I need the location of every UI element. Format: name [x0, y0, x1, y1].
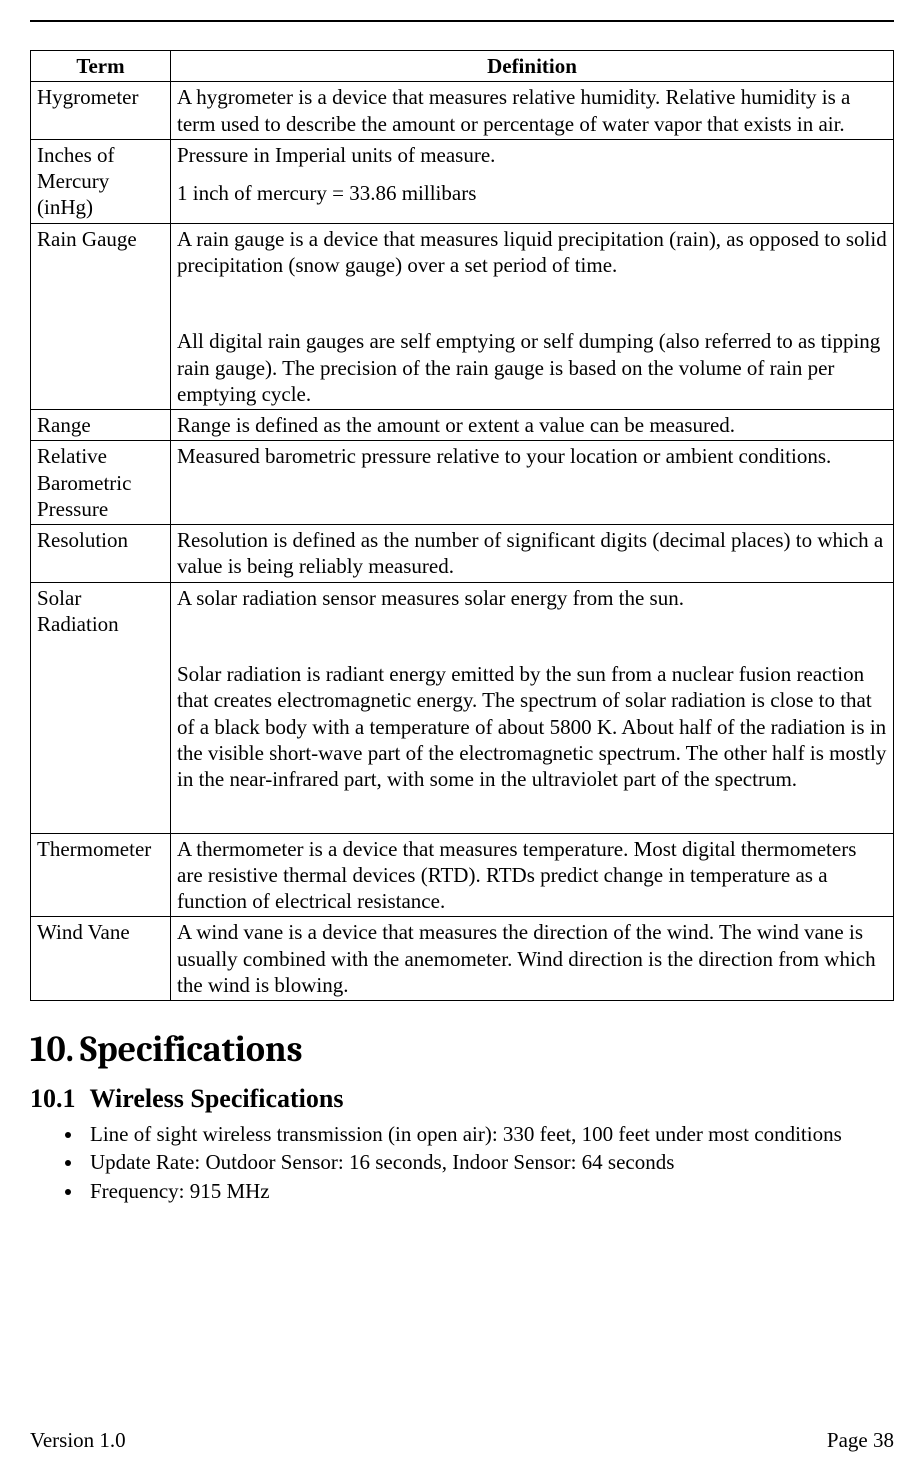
definition-paragraph	[177, 623, 887, 649]
term-cell: Resolution	[31, 525, 171, 583]
definition-cell: A thermometer is a device that measures …	[171, 833, 894, 917]
footer-version: Version 1.0	[30, 1428, 126, 1453]
definition-cell: A solar radiation sensor measures solar …	[171, 582, 894, 833]
spec-bullet-list: Line of sight wireless transmission (in …	[30, 1120, 894, 1205]
term-cell: Hygrometer	[31, 82, 171, 140]
definition-cell: A wind vane is a device that measures th…	[171, 917, 894, 1001]
table-row: ThermometerA thermometer is a device tha…	[31, 833, 894, 917]
table-header-row: Term Definition	[31, 51, 894, 82]
table-row: HygrometerA hygrometer is a device that …	[31, 82, 894, 140]
top-rule	[30, 20, 894, 22]
definition-paragraph: Range is defined as the amount or extent…	[177, 412, 887, 438]
term-cell: Wind Vane	[31, 917, 171, 1001]
definition-paragraph: 1 inch of mercury = 33.86 millibars	[177, 180, 887, 206]
term-cell: Range	[31, 410, 171, 441]
section-title: Specifications	[80, 1029, 303, 1070]
definition-cell: Measured barometric pressure relative to…	[171, 441, 894, 525]
section-heading: 10.Specifications	[30, 1029, 894, 1070]
definition-cell: Range is defined as the amount or extent…	[171, 410, 894, 441]
definition-paragraph: A rain gauge is a device that measures l…	[177, 226, 887, 279]
table-row: ResolutionResolution is defined as the n…	[31, 525, 894, 583]
header-definition: Definition	[171, 51, 894, 82]
table-row: Relative Barometric PressureMeasured bar…	[31, 441, 894, 525]
definition-paragraph	[177, 290, 887, 316]
definition-paragraph: A thermometer is a device that measures …	[177, 836, 887, 915]
definition-paragraph: A solar radiation sensor measures solar …	[177, 585, 887, 611]
table-row: Rain GaugeA rain gauge is a device that …	[31, 223, 894, 410]
footer-page: Page 38	[827, 1428, 894, 1453]
definition-cell: Pressure in Imperial units of measure. 1 …	[171, 139, 894, 223]
spec-bullet: Line of sight wireless transmission (in …	[84, 1120, 894, 1148]
term-cell: Inches of Mercury (inHg)	[31, 139, 171, 223]
definitions-table: Term Definition HygrometerA hygrometer i…	[30, 50, 894, 1001]
term-cell: Solar Radiation	[31, 582, 171, 833]
definition-cell: A hygrometer is a device that measures r…	[171, 82, 894, 140]
page-footer: Version 1.0 Page 38	[30, 1428, 894, 1453]
definition-paragraph: Resolution is defined as the number of s…	[177, 527, 887, 580]
definition-cell: Resolution is defined as the number of s…	[171, 525, 894, 583]
definition-paragraph: Pressure in Imperial units of measure.	[177, 142, 887, 168]
subsection-title: Wireless Specifications	[90, 1084, 344, 1113]
spec-bullet: Update Rate: Outdoor Sensor: 16 seconds,…	[84, 1148, 894, 1176]
table-row: RangeRange is defined as the amount or e…	[31, 410, 894, 441]
definition-paragraph	[177, 804, 887, 830]
table-row: Wind VaneA wind vane is a device that me…	[31, 917, 894, 1001]
term-cell: Rain Gauge	[31, 223, 171, 410]
subsection-heading: 10.1 Wireless Specifications	[30, 1084, 894, 1114]
section-number: 10.	[30, 1029, 74, 1070]
subsection-number: 10.1	[30, 1084, 76, 1113]
term-cell: Thermometer	[31, 833, 171, 917]
table-row: Solar RadiationA solar radiation sensor …	[31, 582, 894, 833]
spec-bullet: Frequency: 915 MHz	[84, 1177, 894, 1205]
definition-paragraph: A wind vane is a device that measures th…	[177, 919, 887, 998]
definition-paragraph: A hygrometer is a device that measures r…	[177, 84, 887, 137]
term-cell: Relative Barometric Pressure	[31, 441, 171, 525]
header-term: Term	[31, 51, 171, 82]
definition-cell: A rain gauge is a device that measures l…	[171, 223, 894, 410]
definition-paragraph: Solar radiation is radiant energy emitte…	[177, 661, 887, 792]
page: Term Definition HygrometerA hygrometer i…	[0, 0, 924, 1475]
definition-paragraph: All digital rain gauges are self emptyin…	[177, 328, 887, 407]
definition-paragraph: Measured barometric pressure relative to…	[177, 443, 887, 469]
table-row: Inches of Mercury (inHg)Pressure in Impe…	[31, 139, 894, 223]
